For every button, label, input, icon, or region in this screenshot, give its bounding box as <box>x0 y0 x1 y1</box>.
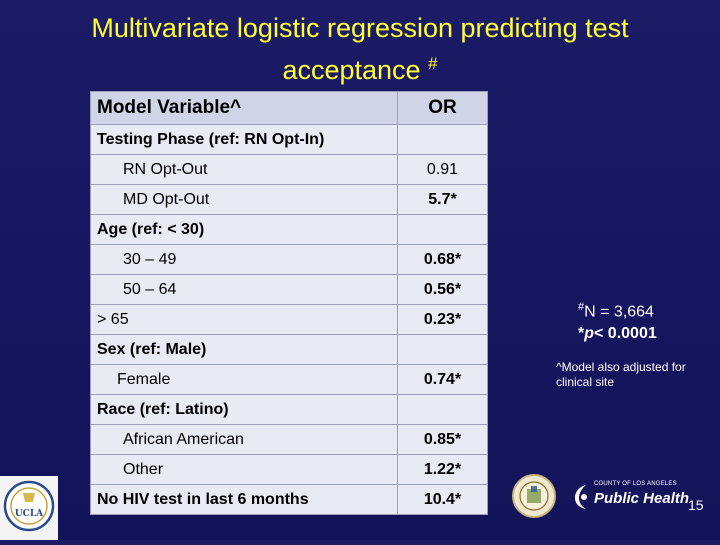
public-health-logo-icon: COUNTY OF LOS ANGELES Public Health <box>572 478 689 518</box>
row-label: Other <box>90 454 398 485</box>
table-row: African American 0.85* <box>90 424 488 455</box>
ph-county-text: COUNTY OF LOS ANGELES <box>594 481 677 487</box>
table-header-row: Model Variable^ OR <box>90 91 488 125</box>
title-line-2: acceptance # <box>0 46 720 88</box>
row-value: 5.7* <box>397 184 488 215</box>
p-italic: p <box>584 325 595 343</box>
title-mark: # <box>428 54 438 73</box>
table-row: Sex (ref: Male) <box>90 334 488 365</box>
model-adjustment-note: ^Model also adjusted for clinical site <box>556 360 686 389</box>
regression-table: Model Variable^ OR Testing Phase (ref: R… <box>90 91 488 515</box>
row-value <box>397 214 488 245</box>
header-model-variable: Model Variable^ <box>90 91 398 125</box>
row-value: 10.4* <box>397 484 488 515</box>
sample-size-note: #N = 3,664 *p< 0.0001 <box>578 296 657 345</box>
row-label: > 65 <box>90 304 398 335</box>
table-row: > 65 0.23* <box>90 304 488 335</box>
n-line: #N = 3,664 <box>578 296 657 323</box>
p-line: *p< 0.0001 <box>578 323 657 345</box>
row-value: 0.23* <box>397 304 488 335</box>
row-value <box>397 394 488 425</box>
title-line-2-text: acceptance <box>282 55 421 85</box>
row-value: 0.85* <box>397 424 488 455</box>
ucla-text: UCLA <box>15 509 44 519</box>
title-line-1: Multivariate logistic regression predict… <box>91 13 629 43</box>
table-row: RN Opt-Out 0.91 <box>90 154 488 185</box>
header-or: OR <box>397 91 488 125</box>
row-label: No HIV test in last 6 months <box>90 484 398 515</box>
row-label: Sex (ref: Male) <box>90 334 398 365</box>
table-row: Age (ref: < 30) <box>90 214 488 245</box>
ph-name-text: Public Health <box>594 490 690 507</box>
row-value: 0.74* <box>397 364 488 395</box>
table-row: Other 1.22* <box>90 454 488 485</box>
p-text: < 0.0001 <box>594 325 657 343</box>
table-row: 30 – 49 0.68* <box>90 244 488 275</box>
table-row: 50 – 64 0.56* <box>90 274 488 305</box>
ucla-seal-graphic: UCLA <box>3 480 55 532</box>
table-row: MD Opt-Out 5.7* <box>90 184 488 215</box>
table-row: No HIV test in last 6 months 10.4* <box>90 484 488 515</box>
table-row: Testing Phase (ref: RN Opt-In) <box>90 124 488 155</box>
row-label: 50 – 64 <box>90 274 398 305</box>
n-sup: # <box>578 301 585 313</box>
slide-title: Multivariate logistic regression predict… <box>0 10 720 88</box>
row-label: Female <box>90 364 398 395</box>
row-label: 30 – 49 <box>90 244 398 275</box>
row-label: Testing Phase (ref: RN Opt-In) <box>90 124 398 155</box>
la-seal-graphic <box>519 481 549 511</box>
table-row: Female 0.74* <box>90 364 488 395</box>
table-row: Race (ref: Latino) <box>90 394 488 425</box>
row-value: 0.91 <box>397 154 488 185</box>
ucla-seal-icon: UCLA <box>0 476 58 540</box>
n-text: N = 3,664 <box>584 303 654 321</box>
row-value <box>397 334 488 365</box>
row-value <box>397 124 488 155</box>
page-number: 15 <box>688 497 704 513</box>
public-health-mark-icon <box>575 485 587 509</box>
row-label: African American <box>90 424 398 455</box>
row-value: 0.56* <box>397 274 488 305</box>
row-label: Age (ref: < 30) <box>90 214 398 245</box>
la-county-seal-icon <box>512 474 556 518</box>
row-label: RN Opt-Out <box>90 154 398 185</box>
row-label: Race (ref: Latino) <box>90 394 398 425</box>
row-value: 1.22* <box>397 454 488 485</box>
p-star: * <box>578 325 585 343</box>
row-value: 0.68* <box>397 244 488 275</box>
row-label: MD Opt-Out <box>90 184 398 215</box>
